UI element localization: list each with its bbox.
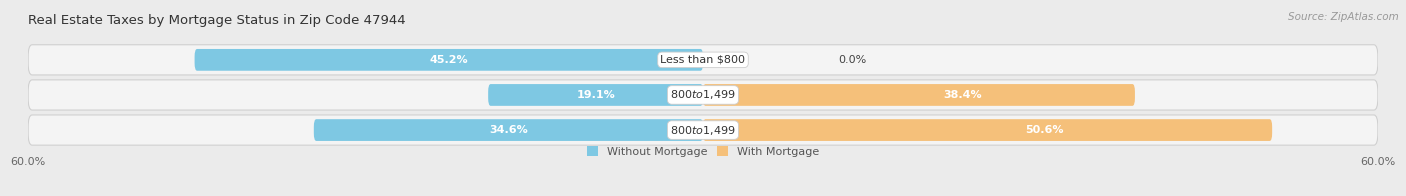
FancyBboxPatch shape: [194, 49, 703, 71]
FancyBboxPatch shape: [703, 84, 1135, 106]
FancyBboxPatch shape: [28, 45, 1378, 75]
Text: 45.2%: 45.2%: [429, 55, 468, 65]
Text: Less than $800: Less than $800: [661, 55, 745, 65]
Text: Source: ZipAtlas.com: Source: ZipAtlas.com: [1288, 12, 1399, 22]
Text: 38.4%: 38.4%: [943, 90, 981, 100]
FancyBboxPatch shape: [314, 119, 703, 141]
FancyBboxPatch shape: [488, 84, 703, 106]
Text: $800 to $1,499: $800 to $1,499: [671, 123, 735, 137]
Text: 50.6%: 50.6%: [1025, 125, 1064, 135]
Text: 19.1%: 19.1%: [576, 90, 614, 100]
Text: Real Estate Taxes by Mortgage Status in Zip Code 47944: Real Estate Taxes by Mortgage Status in …: [28, 14, 406, 26]
FancyBboxPatch shape: [703, 119, 1272, 141]
FancyBboxPatch shape: [28, 115, 1378, 145]
Text: 0.0%: 0.0%: [838, 55, 866, 65]
Legend: Without Mortgage, With Mortgage: Without Mortgage, With Mortgage: [588, 146, 818, 157]
FancyBboxPatch shape: [28, 80, 1378, 110]
Text: 34.6%: 34.6%: [489, 125, 527, 135]
Text: $800 to $1,499: $800 to $1,499: [671, 88, 735, 102]
